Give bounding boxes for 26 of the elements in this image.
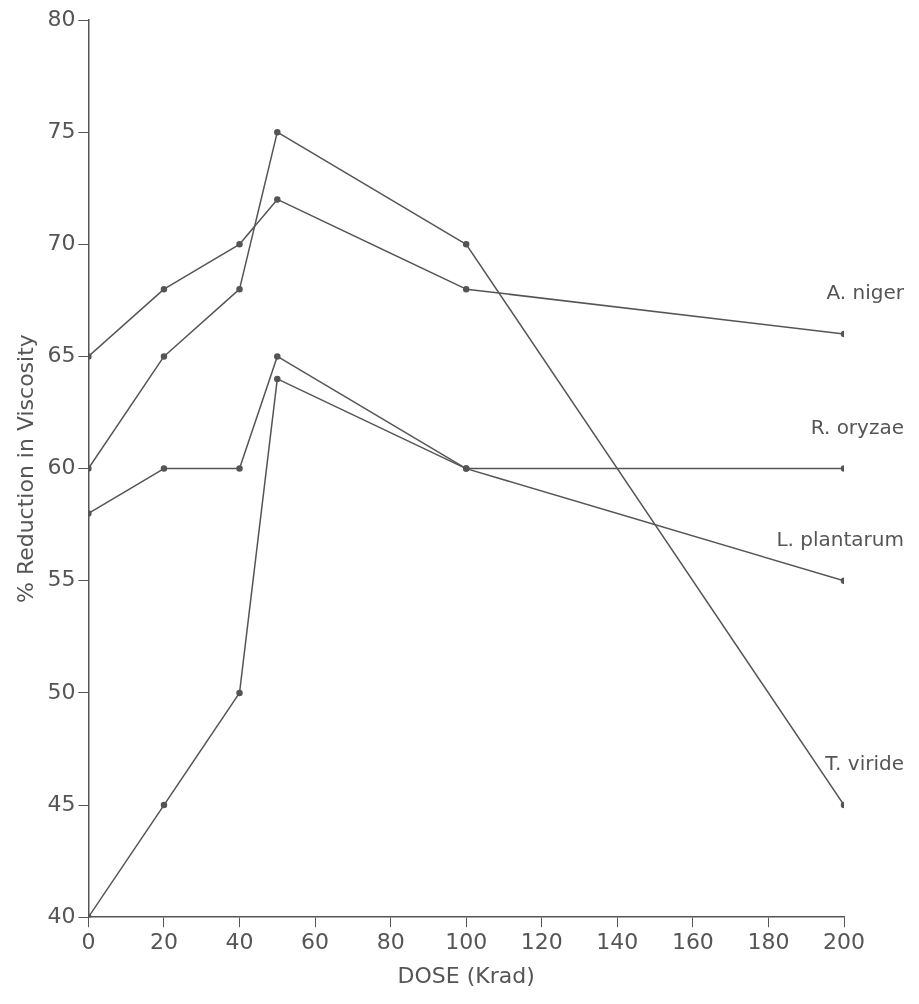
x-tick-label: 200 [823, 929, 865, 955]
y-tick-label: 65 [47, 342, 76, 368]
x-tick-label: 160 [671, 929, 714, 955]
series-label: R. oryzae [810, 414, 904, 439]
x-axis-title: DOSE (Krad) [397, 962, 535, 988]
y-tick-label: 60 [47, 454, 76, 480]
x-tick-label: 100 [445, 929, 488, 955]
x-tick-label: 60 [301, 929, 330, 955]
y-tick-label: 45 [47, 790, 76, 816]
x-tick-label: 120 [520, 929, 563, 955]
y-tick-label: 40 [47, 902, 76, 928]
x-tick-label: 140 [596, 929, 639, 955]
y-tick-label: 75 [47, 117, 76, 143]
y-axis-title: % Reduction in Viscosity [12, 334, 38, 604]
x-tick-label: 40 [225, 929, 254, 955]
y-tick-label: 70 [47, 230, 76, 256]
x-tick-label: 180 [747, 929, 790, 955]
x-tick-label: 20 [149, 929, 178, 955]
series-label: L. plantarum [776, 526, 904, 551]
series-label: T. viride [824, 751, 904, 776]
y-tick-label: 55 [47, 566, 76, 592]
series-label: A. niger [826, 280, 905, 305]
y-tick-label: 50 [47, 678, 76, 704]
x-tick-label: 0 [81, 929, 96, 955]
y-tick-label: 80 [47, 5, 76, 31]
x-tick-label: 80 [376, 929, 405, 955]
